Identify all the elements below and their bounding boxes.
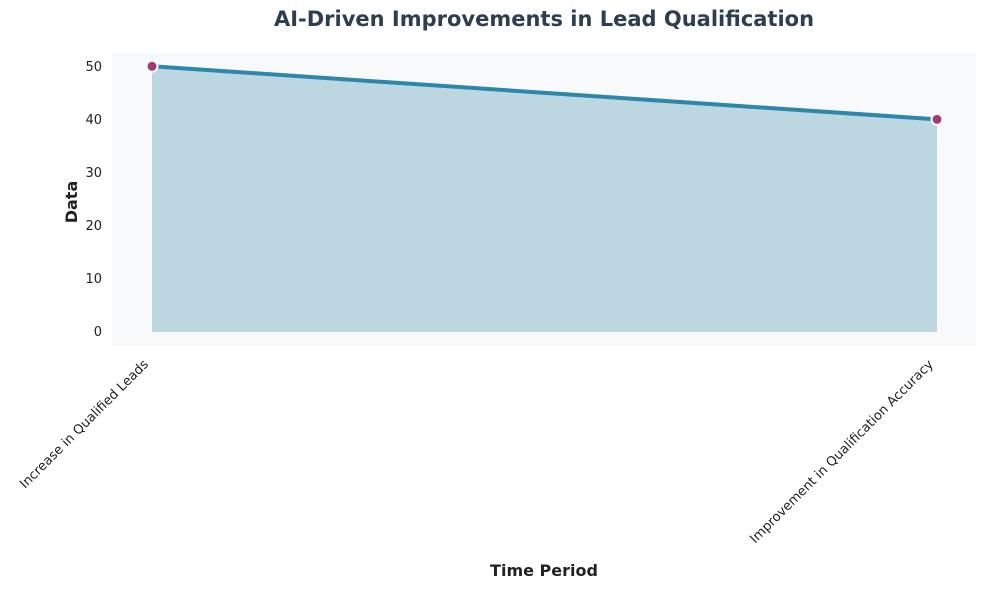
y-tick-label: 20: [85, 219, 102, 234]
y-tick-label: 10: [85, 272, 102, 287]
y-axis-ticks: 0 10 20 30 40 50: [85, 60, 102, 340]
y-tick-label: 30: [85, 166, 102, 181]
y-tick-label: 40: [85, 113, 102, 128]
x-axis-ticks: Increase in Qualified Leads Improvement i…: [17, 357, 937, 547]
y-tick-label: 50: [85, 60, 102, 75]
chart-title: AI-Driven Improvements in Lead Qualifica…: [274, 7, 814, 31]
area-fill-layer: [152, 66, 937, 332]
data-point: [145, 59, 159, 73]
x-tick-label: Improvement in Qualification Accuracy: [747, 357, 937, 547]
x-axis-label: Time Period: [490, 561, 598, 580]
series-line: [150, 64, 939, 122]
series-line-layer: [150, 64, 939, 122]
data-marker-layer: [145, 59, 944, 126]
area-fill: [152, 66, 937, 332]
y-axis-label: Data: [62, 181, 81, 224]
y-tick-label: 0: [94, 325, 102, 340]
x-tick-label: Increase in Qualified Leads: [17, 357, 152, 492]
data-point: [930, 112, 944, 126]
